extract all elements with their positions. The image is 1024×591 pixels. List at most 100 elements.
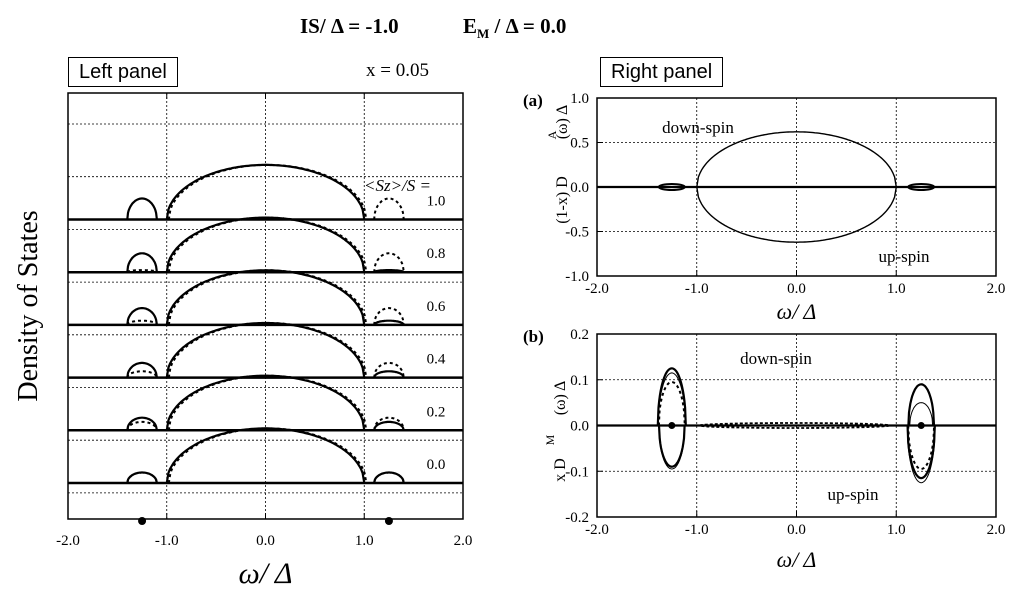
right-dashed-bound-state: [373, 252, 405, 273]
left-x-axis-label: ω/ Δ: [238, 557, 292, 590]
right-solid-bound-state: [373, 420, 405, 431]
left-x-tick-label: -1.0: [155, 533, 179, 549]
right-panel-label: Right panel: [600, 57, 724, 87]
left-panel-label: Left panel: [68, 57, 178, 87]
b-bound-state-curve: [907, 425, 936, 471]
b-y-tick-label: -0.1: [565, 464, 589, 480]
a-y-tick-label: -1.0: [565, 269, 589, 285]
b-bound-state-curve: [909, 402, 934, 426]
left-solid-bound-state: [126, 361, 158, 378]
sz-label: <Sz>/S =: [364, 176, 432, 195]
b-x-tick-label: -2.0: [585, 522, 609, 538]
b-down-spin-label: down-spin: [740, 349, 812, 368]
left-x-tick-label: 2.0: [454, 533, 473, 549]
sz-value-label: 0.6: [427, 299, 446, 315]
figure-title-em: EM / Δ = 0.0: [463, 14, 567, 42]
right-solid-bound-state: [373, 471, 405, 484]
right-solid-bound-state: [373, 319, 405, 326]
b-panel-letter: (b): [523, 327, 544, 346]
a-up-spin-label: up-spin: [879, 247, 931, 266]
a-y-tick-label: 0.5: [570, 136, 589, 152]
left-dashed-bound-state: [126, 269, 158, 273]
b-y-axis-label-tail: (ω) Δ: [552, 381, 569, 416]
left-solid-main-dos: [165, 163, 366, 220]
left-dashed-bound-state: [126, 420, 158, 431]
b-bound-state-curve: [906, 425, 936, 484]
b-x-axis-label: ω/ Δ: [777, 547, 817, 572]
b-y-tick-label: 0.1: [570, 373, 589, 389]
left-dashed-bound-state: [126, 319, 158, 326]
left-x-tick-label: 0.0: [256, 533, 275, 549]
a-x-axis-label: ω/ Δ: [777, 299, 817, 324]
b-y-axis-label: x D: [552, 458, 569, 482]
a-x-tick-label: 1.0: [887, 281, 906, 297]
left-solid-bound-state: [126, 307, 158, 326]
left-solid-main-dos: [165, 216, 366, 273]
a-up-spin-curve: [696, 186, 897, 243]
b-bound-state-curve: [657, 425, 686, 468]
a-x-tick-label: 2.0: [987, 281, 1006, 297]
right-solid-bound-state: [373, 370, 405, 379]
a-down-spin-label: down-spin: [662, 118, 734, 137]
b-bound-state-curve: [657, 372, 686, 426]
b-bound-state-curve: [657, 380, 686, 426]
b-y-tick-label: -0.2: [565, 510, 589, 526]
right-dashed-bound-state: [373, 197, 405, 220]
left-solid-main-dos: [165, 427, 366, 484]
b-bound-state-curve: [658, 425, 686, 470]
left-x-tick-label: -2.0: [56, 533, 80, 549]
left-dashed-bound-state: [126, 471, 158, 484]
left-bound-state-marker: [138, 517, 147, 525]
left-dashed-main-dos: [167, 322, 368, 378]
left-dashed-main-dos: [167, 163, 368, 220]
left-solid-bound-state: [126, 197, 158, 220]
b-up-spin-label: up-spin: [828, 485, 880, 504]
right-dashed-bound-state: [373, 361, 405, 378]
sz-value-label: 0.0: [427, 457, 446, 473]
sz-value-label: 1.0: [427, 194, 446, 210]
right-solid-bound-state: [373, 269, 405, 274]
a-y-tick-label: -0.5: [565, 225, 589, 241]
b-x-tick-label: 0.0: [787, 522, 806, 538]
b-band-feature: [698, 422, 891, 429]
left-dashed-main-dos: [167, 374, 368, 431]
b-bound-state-marker: [917, 422, 925, 429]
b-x-tick-label: 2.0: [987, 522, 1006, 538]
a-down-spin-curve: [696, 131, 897, 188]
left-solid-bound-state: [126, 471, 158, 484]
right-dashed-bound-state: [373, 307, 405, 326]
a-y-axis-label: (1-x) D: [554, 176, 571, 224]
right-dashed-bound-state: [373, 416, 405, 431]
left-solid-main-dos: [165, 321, 366, 378]
a-x-tick-label: 0.0: [787, 281, 806, 297]
a-y-tick-label: 1.0: [570, 91, 589, 107]
b-y-tick-label: 0.2: [570, 327, 589, 343]
b-x-tick-label: -1.0: [685, 522, 709, 538]
b-x-tick-label: 1.0: [887, 522, 906, 538]
b-y-tick-label: 0.0: [570, 419, 589, 435]
sz-value-label: 0.8: [427, 246, 446, 262]
a-x-tick-label: -1.0: [685, 281, 709, 297]
b-bound-state-marker: [668, 422, 676, 429]
right-dashed-bound-state: [373, 471, 405, 484]
left-solid-main-dos: [165, 269, 366, 326]
b-bound-state-curve: [656, 367, 687, 426]
b-bound-state-curve: [906, 425, 936, 480]
left-solid-bound-state: [126, 252, 158, 273]
figure-title-is: IS/ Δ = -1.0: [300, 14, 399, 38]
left-x-tick-label: 1.0: [355, 533, 374, 549]
left-solid-main-dos: [165, 374, 366, 431]
a-y-tick-label: 0.0: [570, 180, 589, 196]
a-x-tick-label: -2.0: [585, 281, 609, 297]
left-bound-state-marker: [384, 517, 393, 525]
left-dashed-main-dos: [167, 269, 368, 326]
b-y-axis-sup: M: [543, 434, 557, 445]
a-y-axis-label-tail: (ω) Δ: [554, 105, 571, 140]
x-concentration-label: x = 0.05: [366, 60, 429, 81]
a-y-axis-sup: A: [545, 130, 559, 139]
left-dashed-bound-state: [126, 370, 158, 378]
left-dashed-main-dos: [167, 427, 368, 484]
b-bound-state-curve: [907, 383, 936, 426]
sz-value-label: 0.4: [427, 352, 446, 368]
